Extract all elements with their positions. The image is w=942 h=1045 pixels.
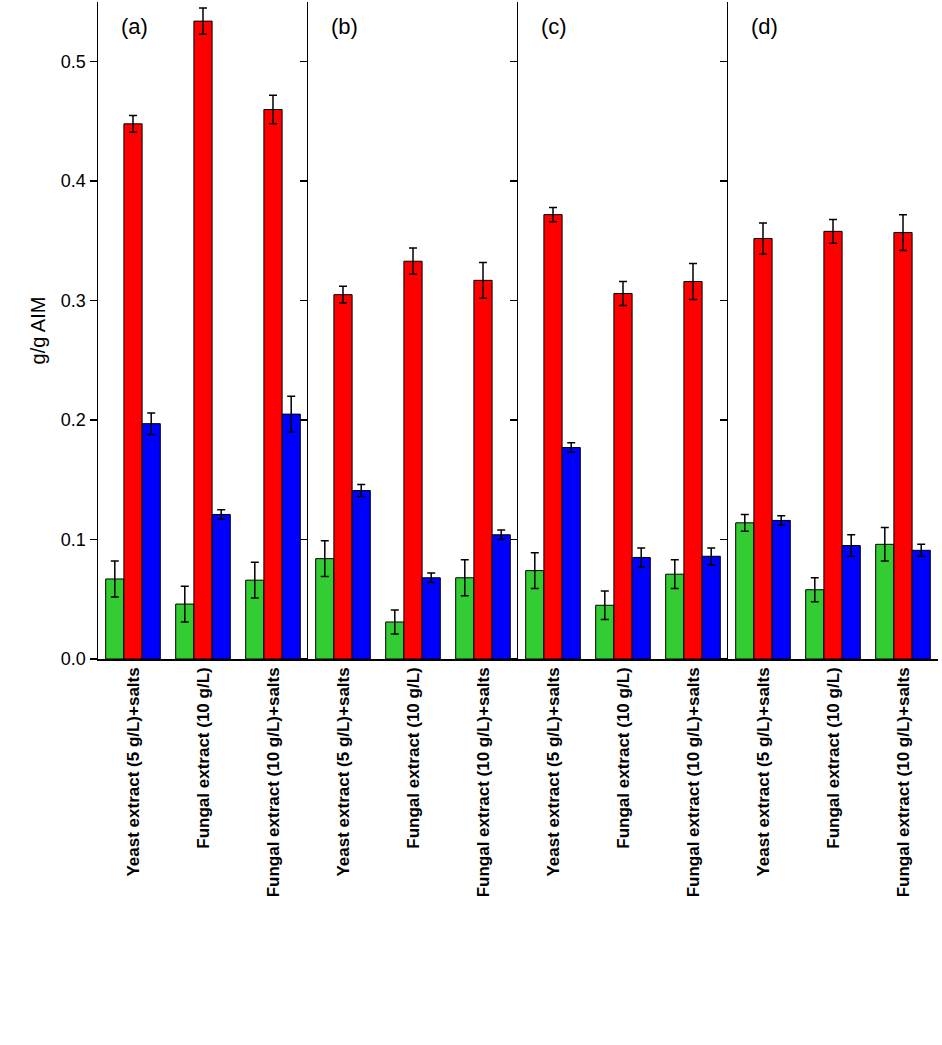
svg-text:Fungal extract (10 g/L)+salts: Fungal extract (10 g/L)+salts	[894, 667, 913, 897]
svg-text:Fungal extract (10 g/L): Fungal extract (10 g/L)	[614, 667, 633, 848]
svg-text:(c): (c)	[541, 14, 567, 39]
svg-text:(a): (a)	[121, 14, 148, 39]
svg-text:0.1: 0.1	[61, 530, 86, 550]
svg-text:Yeast extract (5 g/L)+salts: Yeast extract (5 g/L)+salts	[334, 667, 353, 876]
svg-text:Yeast extract (5 g/L)+salts: Yeast extract (5 g/L)+salts	[544, 667, 563, 876]
svg-text:0.4: 0.4	[61, 171, 86, 191]
svg-text:0.2: 0.2	[61, 410, 86, 430]
svg-text:Fungal extract (10 g/L)+salts: Fungal extract (10 g/L)+salts	[264, 667, 283, 897]
svg-text:Yeast extract (5 g/L)+salts: Yeast extract (5 g/L)+salts	[124, 667, 143, 876]
svg-text:Fungal extract (10 g/L): Fungal extract (10 g/L)	[404, 667, 423, 848]
svg-text:(d): (d)	[751, 14, 778, 39]
svg-text:Fungal extract (10 g/L): Fungal extract (10 g/L)	[824, 667, 843, 848]
svg-text:Fungal extract (10 g/L)+salts: Fungal extract (10 g/L)+salts	[684, 667, 703, 897]
svg-text:g/g AIM: g/g AIM	[27, 297, 49, 365]
svg-text:Fungal extract (10 g/L)+salts: Fungal extract (10 g/L)+salts	[474, 667, 493, 897]
svg-text:(b): (b)	[331, 14, 358, 39]
svg-text:Yeast extract (5 g/L)+salts: Yeast extract (5 g/L)+salts	[754, 667, 773, 876]
svg-text:0.3: 0.3	[61, 291, 86, 311]
svg-text:Fungal extract (10 g/L): Fungal extract (10 g/L)	[194, 667, 213, 848]
svg-text:0.0: 0.0	[61, 649, 86, 669]
svg-text:0.5: 0.5	[61, 52, 86, 72]
